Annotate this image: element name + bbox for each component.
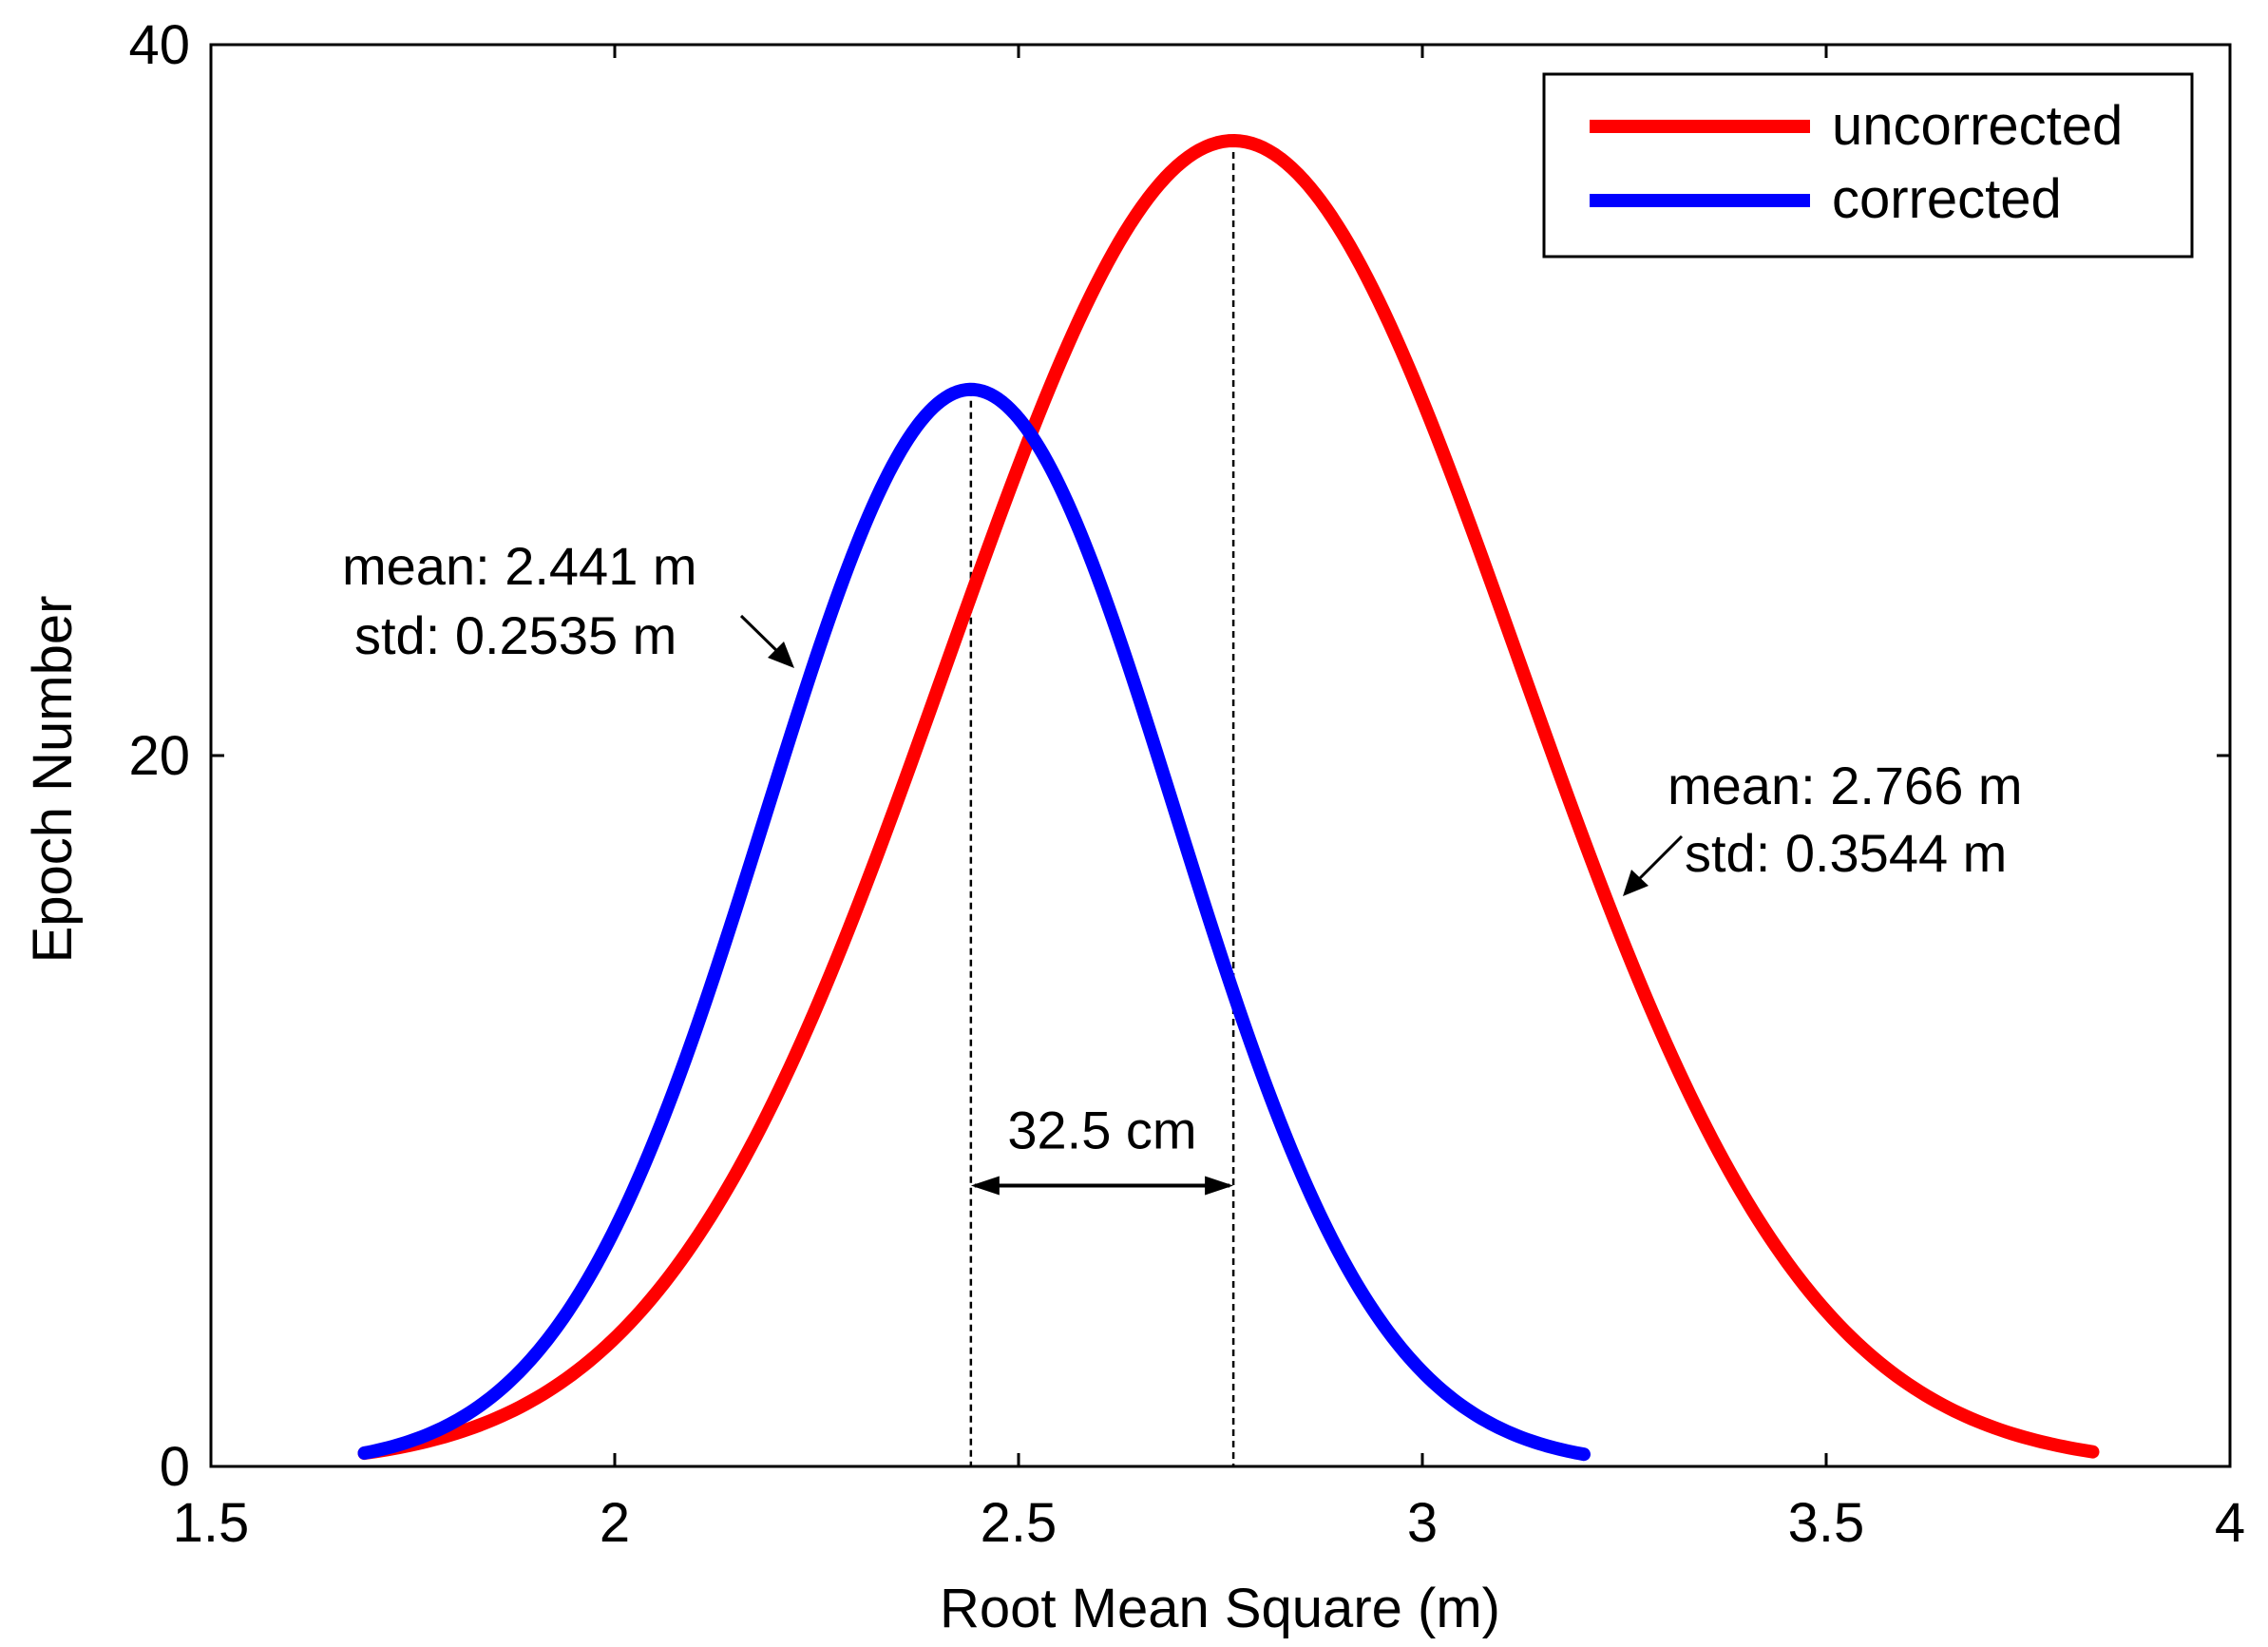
x-tick-label: 4 <box>2215 1492 2245 1554</box>
x-tick-label: 3 <box>1407 1492 1438 1554</box>
corrected-std-label: std: 0.2535 m <box>354 605 677 665</box>
axis-ticks <box>209 43 2232 1468</box>
y-tick-label: 20 <box>128 725 190 787</box>
difference-arrow-right-head <box>1205 1176 1234 1196</box>
corrected-mean-label: mean: 2.441 m <box>342 536 697 596</box>
difference-label: 32.5 cm <box>1007 1101 1196 1160</box>
legend-label-uncorrected: uncorrected <box>1832 95 2123 157</box>
legend-box <box>1542 72 2194 259</box>
corrected-annotation-pointer-head <box>768 642 794 668</box>
y-axis-title: Epoch Number <box>22 596 84 964</box>
difference-arrow-left-head <box>970 1176 1000 1196</box>
legend: uncorrected corrected <box>1542 72 2194 259</box>
uncorrected-std-label: std: 0.3544 m <box>1685 823 2007 883</box>
series-line-uncorrected <box>357 133 2100 1461</box>
x-tick-label: 2 <box>600 1492 630 1554</box>
x-tick-label: 1.5 <box>173 1492 250 1554</box>
x-tick-label: 3.5 <box>1788 1492 1865 1554</box>
x-axis-title: Root Mean Square (m) <box>940 1578 1500 1639</box>
corrected-annotation-pointer <box>739 614 784 658</box>
series-line-corrected <box>357 382 1591 1462</box>
uncorrected-mean-label: mean: 2.766 m <box>1668 756 2023 815</box>
legend-label-corrected: corrected <box>1832 168 2062 230</box>
uncorrected-annotation-pointer-head <box>1623 870 1649 896</box>
uncorrected-annotation-pointer <box>1634 834 1684 884</box>
x-tick-label: 2.5 <box>981 1492 1058 1554</box>
y-tick-label: 40 <box>128 14 190 76</box>
y-tick-label: 0 <box>160 1436 190 1498</box>
